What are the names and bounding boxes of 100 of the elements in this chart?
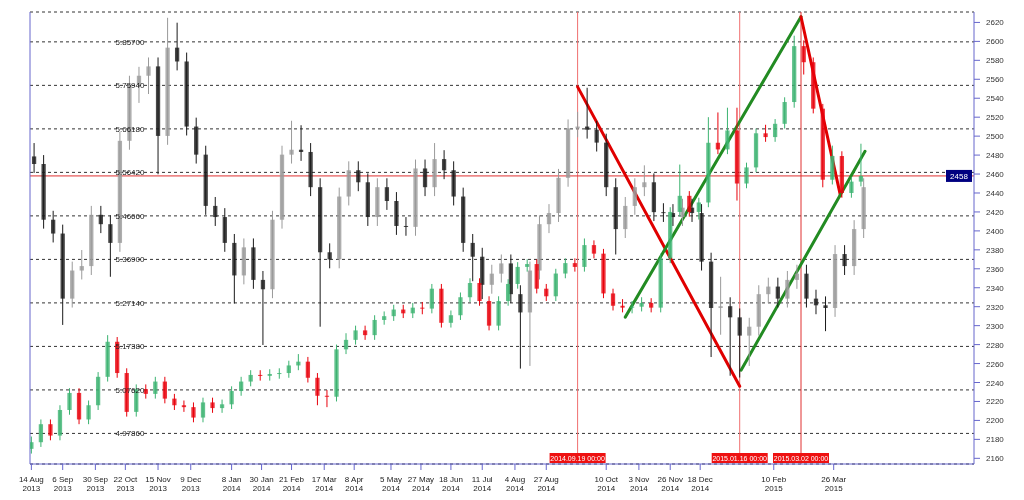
candlestick bbox=[353, 325, 358, 346]
candlestick bbox=[372, 314, 377, 341]
y2-tick-label: 2480 bbox=[986, 151, 1005, 161]
candlestick bbox=[210, 397, 215, 414]
candlestick bbox=[785, 270, 790, 309]
y2-tick-label: 2200 bbox=[986, 416, 1005, 426]
candlestick bbox=[725, 107, 730, 155]
candlestick bbox=[289, 120, 294, 165]
candlestick bbox=[582, 237, 587, 273]
y2-tick-label: 2380 bbox=[986, 245, 1005, 255]
candlestick bbox=[763, 124, 768, 143]
candlestick bbox=[165, 17, 170, 146]
x-tick-label: 10 Oct 2014 bbox=[594, 475, 619, 493]
x-tick-label: 10 Feb 2015 bbox=[761, 475, 787, 493]
candlestick bbox=[477, 277, 482, 307]
y-tick-label: 5.75940 bbox=[115, 81, 146, 91]
y2-tick-label: 2300 bbox=[986, 321, 1005, 331]
y2-tick-label: 2440 bbox=[986, 188, 1005, 198]
y-tick-label: 5.85700 bbox=[115, 37, 146, 47]
candlestick bbox=[308, 142, 313, 197]
candlestick bbox=[744, 162, 749, 189]
candlestick bbox=[191, 401, 196, 423]
y-tick-label: 5.46660 bbox=[115, 211, 146, 221]
candlestick bbox=[432, 142, 437, 197]
x-tick-label: 30 Jan 2014 bbox=[249, 475, 274, 493]
candlestick bbox=[251, 237, 256, 290]
y2-tick-label: 2360 bbox=[986, 264, 1005, 274]
y-tick-label: 5.27140 bbox=[115, 298, 146, 308]
candlestick bbox=[620, 298, 625, 313]
x-tick-label: 22 Oct 2013 bbox=[113, 475, 138, 493]
candlestick bbox=[804, 264, 809, 309]
y2-tick-label: 2260 bbox=[986, 359, 1005, 369]
candlestick bbox=[146, 56, 151, 95]
y-tick-label: 5.66180 bbox=[115, 124, 146, 134]
y2-tick-label: 2560 bbox=[986, 75, 1005, 85]
y2-tick-label: 2460 bbox=[986, 170, 1005, 180]
candlestick bbox=[413, 159, 418, 237]
y2-tick-label: 2600 bbox=[986, 37, 1005, 47]
candlestick bbox=[706, 116, 711, 208]
y2-tick-label: 2400 bbox=[986, 226, 1005, 236]
x-tick-label: 15 Nov 2013 bbox=[145, 475, 171, 493]
candlestick bbox=[451, 160, 456, 206]
candlestick bbox=[556, 168, 561, 223]
y2-tick-label: 2620 bbox=[986, 18, 1005, 28]
ref-line-label: 2458 bbox=[950, 171, 969, 181]
candlestick bbox=[639, 296, 644, 312]
x-tick-label: 5 May 2014 bbox=[380, 475, 402, 493]
x-tick-label: 21 Feb 2014 bbox=[279, 475, 305, 493]
candlestick bbox=[718, 276, 723, 336]
candlestick bbox=[439, 283, 444, 329]
candlestick bbox=[229, 385, 234, 410]
candlestick bbox=[458, 291, 463, 321]
candlestick bbox=[48, 418, 53, 441]
y2-tick-label: 2520 bbox=[986, 113, 1005, 123]
candlestick bbox=[496, 295, 501, 331]
candlestick bbox=[108, 214, 113, 278]
y-tick-label: 5.36900 bbox=[115, 255, 146, 265]
candlestick bbox=[67, 387, 72, 416]
x-tick-label: 27 May 2014 bbox=[407, 475, 435, 493]
x-tick-label: 27 Aug 2014 bbox=[533, 475, 559, 493]
candlestick bbox=[518, 284, 523, 370]
x-tick-label: 3 Nov 2014 bbox=[628, 475, 650, 493]
x-tick-label: 6 Sep 2013 bbox=[52, 475, 74, 493]
y2-tick-label: 2420 bbox=[986, 207, 1005, 217]
x-tick-label: 8 Jan 2014 bbox=[221, 475, 242, 493]
candlestick bbox=[270, 210, 275, 299]
y2-tick-label: 2280 bbox=[986, 340, 1005, 350]
y2-tick-label: 2580 bbox=[986, 56, 1005, 66]
y2-tick-label: 2500 bbox=[986, 132, 1005, 142]
x-tick-label: 18 Dec 2014 bbox=[687, 475, 713, 493]
y2-tick-label: 2180 bbox=[986, 435, 1005, 445]
y-tick-label: 4.97860 bbox=[115, 429, 146, 439]
x-tick-label: 14 Aug 2013 bbox=[18, 475, 44, 493]
candlestick bbox=[842, 244, 847, 276]
candlestick bbox=[601, 248, 606, 299]
x-tick-label: 26 Mar 2015 bbox=[821, 475, 847, 493]
y2-tick-label: 2540 bbox=[986, 94, 1005, 104]
x-tick-label: 18 Jun 2014 bbox=[438, 475, 463, 493]
candlestick bbox=[394, 191, 399, 236]
candlestick bbox=[661, 202, 666, 223]
x-tick-label: 4 Aug 2014 bbox=[504, 475, 526, 493]
x-tick-label: 26 Nov 2014 bbox=[657, 475, 683, 493]
x-tick-label: 8 Apr 2014 bbox=[344, 475, 364, 493]
candlestick bbox=[334, 344, 339, 402]
candlestick bbox=[41, 154, 46, 230]
y2-tick-label: 2220 bbox=[986, 397, 1005, 407]
y-tick-label: 5.56420 bbox=[115, 168, 146, 178]
y2-tick-label: 2320 bbox=[986, 302, 1005, 312]
y2-tick-label: 2340 bbox=[986, 283, 1005, 293]
x-tick-label: 11 Jul 2014 bbox=[471, 475, 493, 493]
candlestick bbox=[315, 372, 320, 406]
x-tick-label: 30 Sep 2013 bbox=[82, 475, 109, 493]
x-tick-label: 9 Dec 2013 bbox=[180, 475, 202, 493]
y2-tick-label: 2160 bbox=[986, 454, 1005, 464]
candlestick bbox=[849, 176, 854, 199]
candlestick bbox=[823, 295, 828, 332]
y2-tick-label: 2240 bbox=[986, 378, 1005, 388]
candlestick bbox=[30, 436, 34, 455]
candlestick bbox=[375, 177, 380, 227]
x-tick-label: 17 Mar 2014 bbox=[311, 475, 338, 493]
